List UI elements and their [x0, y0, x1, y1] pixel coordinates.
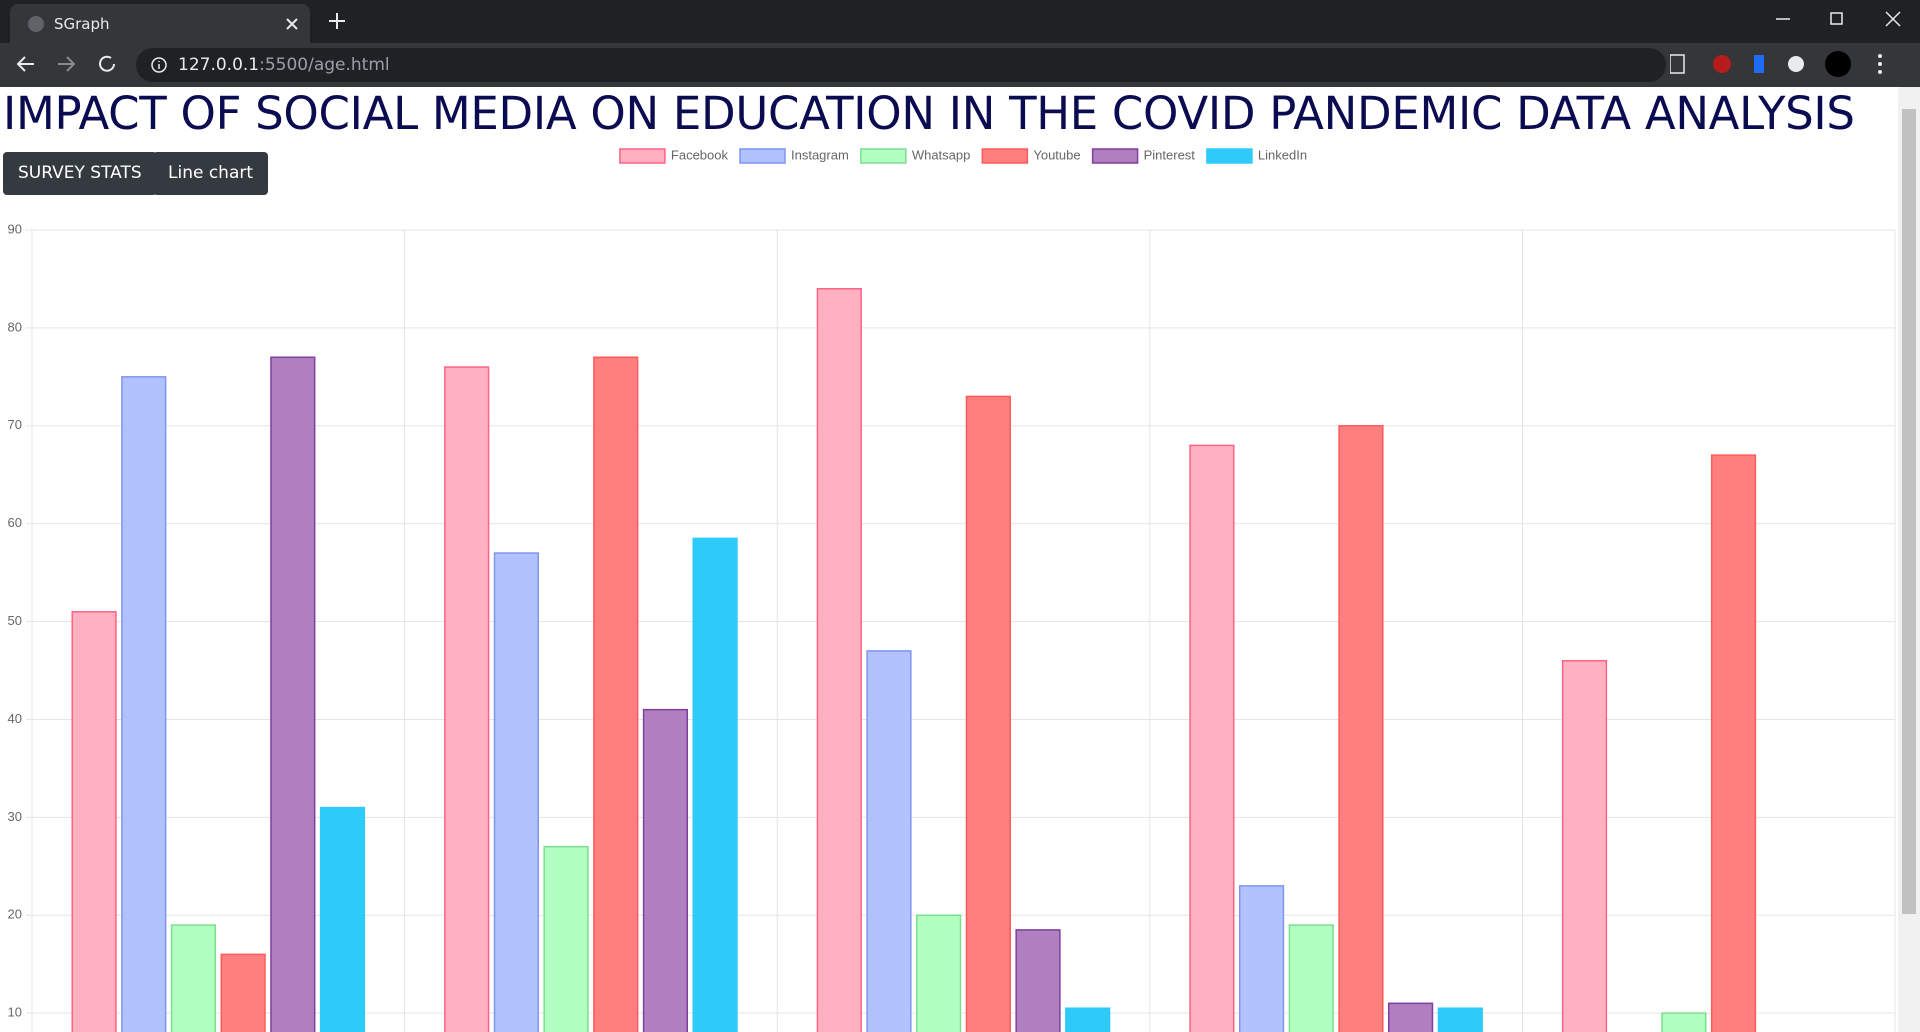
bar: [1065, 1007, 1111, 1032]
ext-icon[interactable]: [1788, 56, 1804, 72]
y-tick-label: 30: [8, 809, 22, 824]
tab-close[interactable]: [284, 16, 300, 32]
bar: [220, 953, 266, 1032]
bar: [444, 366, 490, 1032]
legend-label: Youtube: [1033, 147, 1080, 162]
legend-label: LinkedIn: [1258, 147, 1307, 162]
bar: [71, 611, 117, 1032]
bar: [1437, 1007, 1483, 1032]
tab-bar: SGraph: [0, 0, 1920, 43]
nav-button[interactable]: SURVEY STATS: [3, 152, 157, 195]
bar: [1015, 929, 1061, 1032]
bar: [1288, 924, 1334, 1032]
legend-swatch: [1091, 148, 1139, 164]
ext-icon[interactable]: [1670, 54, 1685, 74]
bar: [816, 287, 862, 1032]
legend-label: Pinterest: [1144, 147, 1196, 162]
maximize[interactable]: [1830, 12, 1843, 25]
extensions: [1670, 51, 1882, 77]
bar: [1238, 885, 1285, 1032]
legend-swatch: [1206, 148, 1253, 164]
url-path: :5500/age.html: [259, 55, 390, 75]
bar: [1661, 1012, 1707, 1032]
bar: [493, 552, 539, 1032]
bar: [1561, 659, 1608, 1032]
legend-swatch: [619, 148, 666, 164]
bar: [1388, 1002, 1434, 1032]
y-tick-label: 20: [8, 907, 22, 922]
legend-swatch: [860, 148, 907, 164]
new-tab[interactable]: [327, 11, 347, 31]
legend-label: Whatsapp: [912, 147, 971, 162]
bar: [1710, 454, 1757, 1032]
chart: 10 20 30 40 50 60 70 80 90 Facebook Instagram Whats…: [8, 147, 1896, 1032]
legend-label: Instagram: [791, 147, 849, 162]
bar: [319, 806, 366, 1032]
address-bar[interactable]: 127.0.0.1:5500/age.html: [136, 48, 1666, 82]
bar: [1189, 444, 1235, 1032]
bar: [642, 708, 689, 1032]
y-tick-label: 60: [8, 515, 22, 530]
forward[interactable]: [58, 56, 76, 72]
bar: [916, 914, 962, 1032]
scroll-thumb[interactable]: [1902, 109, 1916, 914]
bar: [866, 650, 912, 1032]
y-tick-label: 80: [8, 319, 22, 334]
toolbar: 127.0.0.1:5500/age.html: [0, 43, 1920, 87]
close[interactable]: [1885, 11, 1901, 27]
ext-icon[interactable]: [1754, 55, 1764, 73]
y-tick-label: 70: [8, 417, 22, 432]
menu[interactable]: [1878, 54, 1882, 58]
nav-buttons: [16, 55, 115, 72]
bar: [593, 356, 639, 1032]
bar: [170, 924, 217, 1032]
page-content: IMPACT OF SOCIAL MEDIA ON EDUCATION IN T…: [0, 87, 1898, 1032]
bar: [543, 845, 589, 1032]
bar: [121, 376, 167, 1032]
legend-swatch: [981, 148, 1029, 164]
browser-chrome: SGraph 127.0.0.1:5500/age.html: [0, 0, 1920, 87]
site-info[interactable]: [150, 56, 168, 74]
ext-icon[interactable]: [1713, 55, 1731, 73]
reload[interactable]: [99, 55, 115, 72]
bar: [965, 395, 1011, 1032]
y-tick-label: 40: [8, 711, 22, 726]
bar: [692, 537, 738, 1032]
url-host: 127.0.0.1: [178, 55, 260, 75]
scrollbar[interactable]: [1898, 87, 1920, 1032]
window-controls: [1776, 11, 1901, 27]
legend-swatch: [739, 148, 786, 164]
y-tick-label: 10: [8, 1005, 22, 1020]
tab-icon: [28, 16, 44, 32]
legend-label: Facebook: [671, 147, 729, 162]
bar: [1338, 425, 1384, 1032]
nav-button[interactable]: Line chart: [153, 152, 269, 195]
bar: [270, 356, 316, 1032]
y-tick-label: 50: [8, 613, 22, 628]
tab-title: SGraph: [54, 15, 110, 33]
y-tick-label: 90: [8, 221, 22, 236]
back[interactable]: [16, 56, 34, 72]
profile[interactable]: [1825, 51, 1851, 77]
tab[interactable]: SGraph: [10, 4, 310, 43]
heading: IMPACT OF SOCIAL MEDIA ON EDUCATION IN T…: [3, 87, 1855, 140]
